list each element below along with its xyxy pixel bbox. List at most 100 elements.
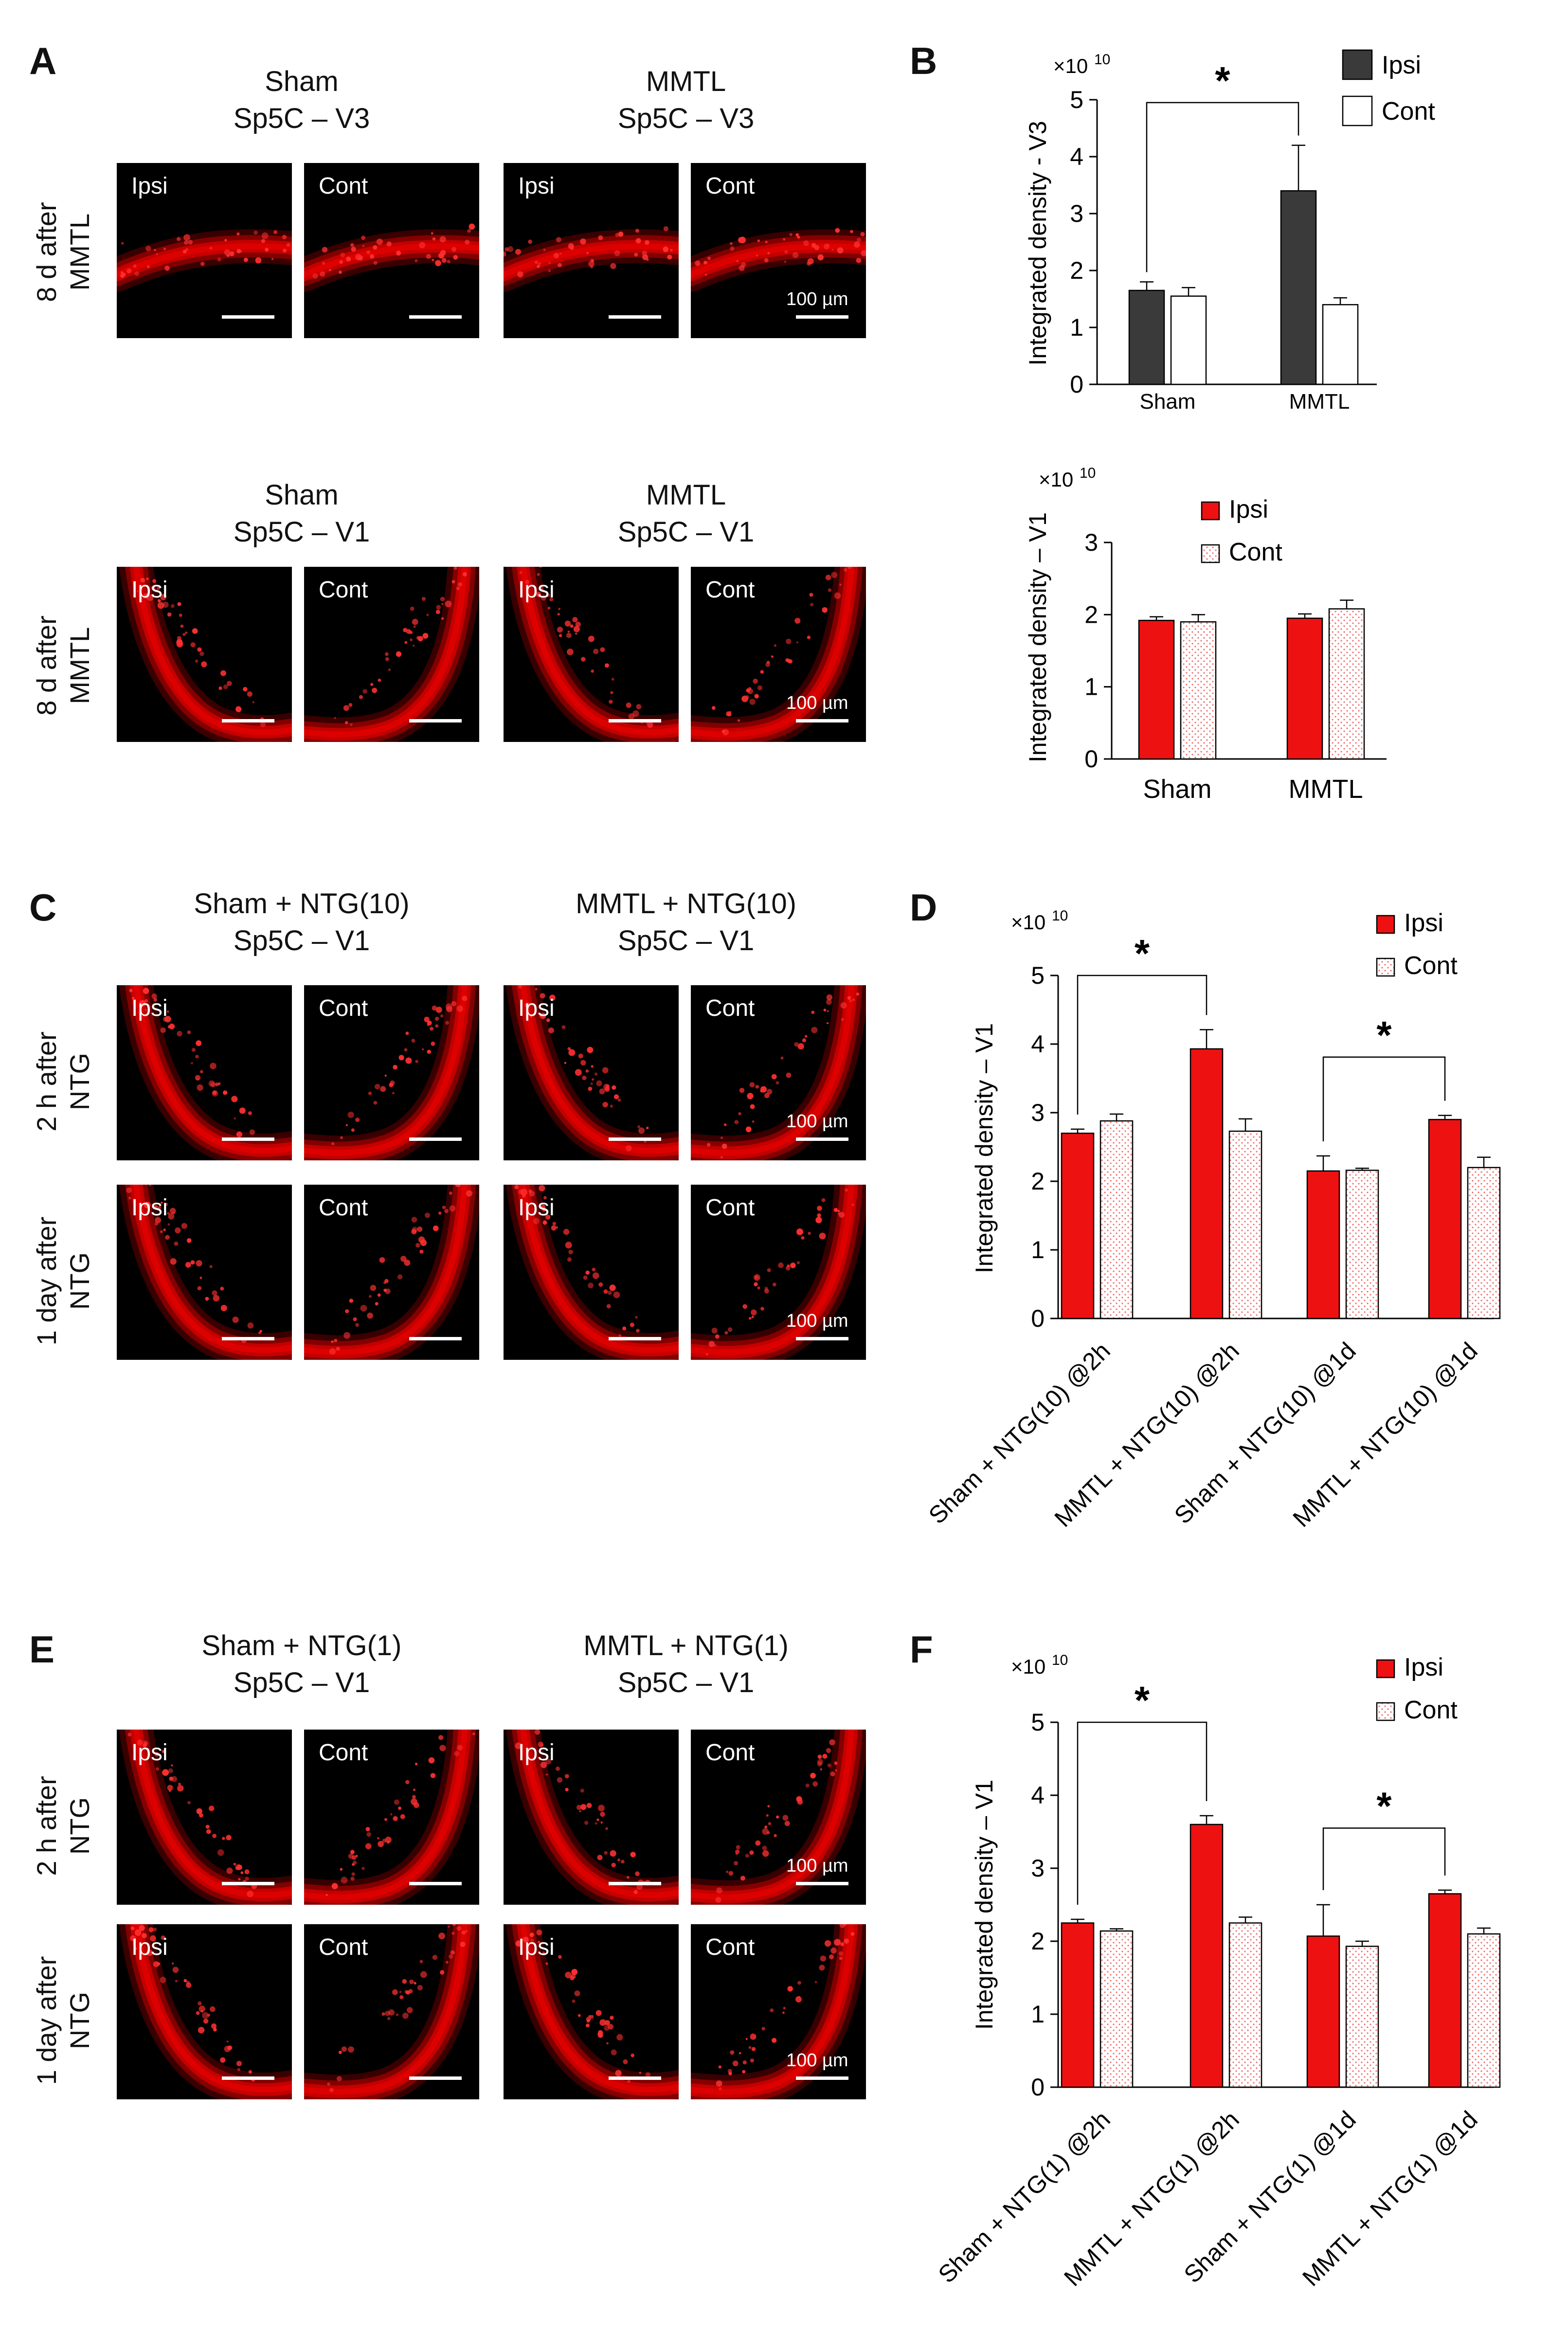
- tissue-signal: [119, 1185, 292, 1360]
- y-tick-label: 5: [1070, 86, 1083, 113]
- scale-bar: [796, 1882, 848, 1885]
- y-tick-label: 2: [1084, 601, 1098, 628]
- scale-bar: [409, 1882, 462, 1885]
- y-tick-label: 3: [1084, 529, 1098, 556]
- header-line: Sp5C – V1: [617, 516, 755, 548]
- c-row2-micrograph-2: Cont: [304, 1185, 479, 1360]
- bar-cont: [1345, 1946, 1379, 2088]
- a-top-micrograph-4: Cont 100 µm: [691, 163, 866, 338]
- scale-bar: [222, 1337, 274, 1340]
- y-axis-label: Integrated density – V1: [971, 1780, 998, 2030]
- legend-swatch-ipsi: [1342, 49, 1373, 80]
- significance-bracket: [1077, 974, 1208, 1115]
- tissue-signal: [506, 1185, 679, 1360]
- header-line: MMTL + NTG(10): [576, 888, 796, 920]
- y-tick-label: 5: [1031, 1709, 1045, 1736]
- a-top-micrograph-3: Ipsi: [504, 163, 679, 338]
- bar-cont: [1345, 1170, 1379, 1319]
- header-line: Sham: [265, 479, 339, 511]
- tissue-signal: [691, 1730, 866, 1905]
- panel-label-b: B: [910, 39, 937, 82]
- e-row1-micrograph-1: Ipsi: [117, 1730, 292, 1905]
- tissue-signal: [119, 567, 292, 742]
- y-tick-label: 3: [1070, 200, 1083, 227]
- legend-swatch-cont: [1376, 957, 1395, 977]
- bar-cont: [1467, 1933, 1501, 2088]
- x-tick-label: MMTL + NTG(10) @2h: [1049, 1337, 1244, 1532]
- e-row1-micrograph-3: Ipsi: [504, 1730, 679, 1905]
- scale-bar: [609, 315, 661, 319]
- row-label-line: 1 day after: [31, 1956, 62, 2085]
- row-label-line: NTG: [64, 1252, 95, 1310]
- row-label-line: MMTL: [64, 213, 95, 291]
- e-sham-header: Sham + NTG(1) Sp5C – V1: [175, 1627, 428, 1701]
- bar-ipsi: [1061, 1922, 1095, 2088]
- panel-label-a: A: [29, 39, 57, 82]
- axis-multiplier-exponent: 10: [1094, 52, 1110, 68]
- micrograph-image: [304, 1924, 479, 2099]
- tile-label: Ipsi: [131, 995, 168, 1021]
- a-bottom-row-label: 8 d after MMTL: [30, 573, 96, 758]
- significance-star: *: [1376, 1785, 1392, 1828]
- bar-cont: [1322, 304, 1359, 385]
- bar-ipsi: [1138, 619, 1175, 760]
- y-tick-label: 2: [1070, 257, 1083, 284]
- tissue-signal: [304, 1185, 479, 1360]
- c-row1-micrograph-3: Ipsi: [504, 985, 679, 1160]
- legend-label-ipsi: Ipsi: [1404, 909, 1443, 937]
- e-row2-micrograph-4: Cont 100 µm: [691, 1924, 866, 2099]
- tile-label: Cont: [319, 577, 368, 603]
- bar-cont: [1228, 1130, 1262, 1319]
- micrograph-image: [504, 226, 679, 292]
- tile-label: Ipsi: [518, 173, 555, 199]
- scale-bar-label: 100 µm: [786, 289, 848, 309]
- scale-bar: [609, 1137, 661, 1141]
- x-tick-label: Sham + NTG(1) @1d: [1179, 2106, 1361, 2288]
- header-line: Sham: [265, 66, 339, 97]
- row-label-line: NTG: [64, 1991, 95, 2050]
- tissue-signal: [506, 1730, 679, 1905]
- tissue-signal: [691, 985, 866, 1160]
- tissue-signal: [691, 228, 866, 292]
- scale-bar: [409, 719, 462, 722]
- scale-bar: [409, 2076, 462, 2080]
- x-tick-label: MMTL + NTG(10) @1d: [1287, 1337, 1482, 1532]
- row-label-line: 8 d after: [31, 202, 62, 302]
- y-tick-label: 3: [1031, 1855, 1045, 1882]
- tile-label: Cont: [705, 1740, 755, 1766]
- c-row2-micrograph-1: Ipsi: [117, 1185, 292, 1360]
- x-tick-label: Sham + NTG(1) @2h: [933, 2106, 1116, 2288]
- tissue-signal: [304, 567, 479, 742]
- scale-bar: [222, 719, 274, 722]
- e-row1-micrograph-4: Cont 100 µm: [691, 1730, 866, 1905]
- legend-swatch-cont: [1342, 95, 1373, 126]
- bar-ipsi: [1061, 1133, 1095, 1319]
- tissue-signal: [119, 1924, 292, 2099]
- c-row2-micrograph-4: Cont 100 µm: [691, 1185, 866, 1360]
- legend-label-ipsi: Ipsi: [1382, 51, 1421, 79]
- scale-bar: [409, 1137, 462, 1141]
- bar-ipsi: [1428, 1893, 1462, 2088]
- legend-swatch-ipsi: [1201, 501, 1220, 521]
- y-tick-label: 2: [1031, 1168, 1045, 1195]
- tile-label: Ipsi: [131, 1195, 168, 1221]
- micrograph-image: [119, 1185, 292, 1360]
- header-line: Sp5C – V1: [233, 925, 370, 956]
- micrograph-image: [506, 1730, 679, 1905]
- bar-cont: [1180, 621, 1217, 760]
- micrograph-image: [119, 985, 292, 1160]
- e-row1-label: 2 h after NTG: [30, 1733, 96, 1918]
- micrograph-image: [119, 567, 292, 742]
- scale-bar: [796, 1137, 848, 1141]
- legend-label-cont: Cont: [1229, 538, 1282, 566]
- header-line: Sp5C – V1: [617, 1667, 755, 1698]
- x-tick-label: Sham: [1143, 775, 1211, 804]
- micrograph-image: [691, 1185, 866, 1360]
- scale-bar: [609, 719, 661, 722]
- scale-bar-label: 100 µm: [786, 1311, 848, 1331]
- tissue-signal: [304, 985, 479, 1160]
- significance-star: *: [1135, 932, 1150, 975]
- y-tick-label: 1: [1031, 1236, 1045, 1263]
- significance-bracket: [1146, 102, 1299, 272]
- c-sham-header: Sham + NTG(10) Sp5C – V1: [175, 885, 428, 959]
